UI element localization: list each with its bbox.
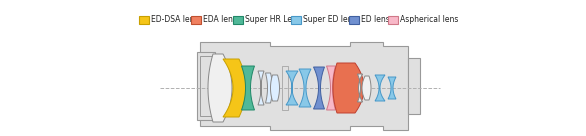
FancyBboxPatch shape	[190, 16, 200, 24]
Polygon shape	[258, 71, 264, 105]
Polygon shape	[271, 75, 280, 101]
Polygon shape	[208, 54, 232, 122]
Polygon shape	[333, 63, 364, 113]
Polygon shape	[326, 66, 336, 110]
FancyBboxPatch shape	[139, 16, 149, 24]
Text: Super ED lens: Super ED lens	[303, 16, 356, 24]
Polygon shape	[388, 77, 396, 99]
Polygon shape	[299, 69, 311, 107]
Text: ED-DSA lens: ED-DSA lens	[151, 16, 199, 24]
Polygon shape	[357, 74, 363, 102]
Polygon shape	[286, 71, 298, 105]
Text: Aspherical lens: Aspherical lens	[400, 16, 458, 24]
Polygon shape	[314, 67, 325, 109]
Polygon shape	[241, 66, 254, 110]
Polygon shape	[223, 59, 246, 117]
FancyBboxPatch shape	[388, 16, 398, 24]
Polygon shape	[282, 66, 288, 110]
FancyBboxPatch shape	[291, 16, 301, 24]
FancyBboxPatch shape	[349, 16, 359, 24]
Polygon shape	[362, 76, 371, 100]
Text: Super HR Lens: Super HR Lens	[245, 16, 301, 24]
Polygon shape	[200, 42, 408, 130]
Polygon shape	[265, 73, 272, 103]
Polygon shape	[197, 52, 215, 120]
Polygon shape	[408, 58, 420, 114]
FancyBboxPatch shape	[233, 16, 243, 24]
Text: EDA lens: EDA lens	[203, 16, 237, 24]
Text: ED lens: ED lens	[361, 16, 390, 24]
Polygon shape	[375, 75, 385, 101]
